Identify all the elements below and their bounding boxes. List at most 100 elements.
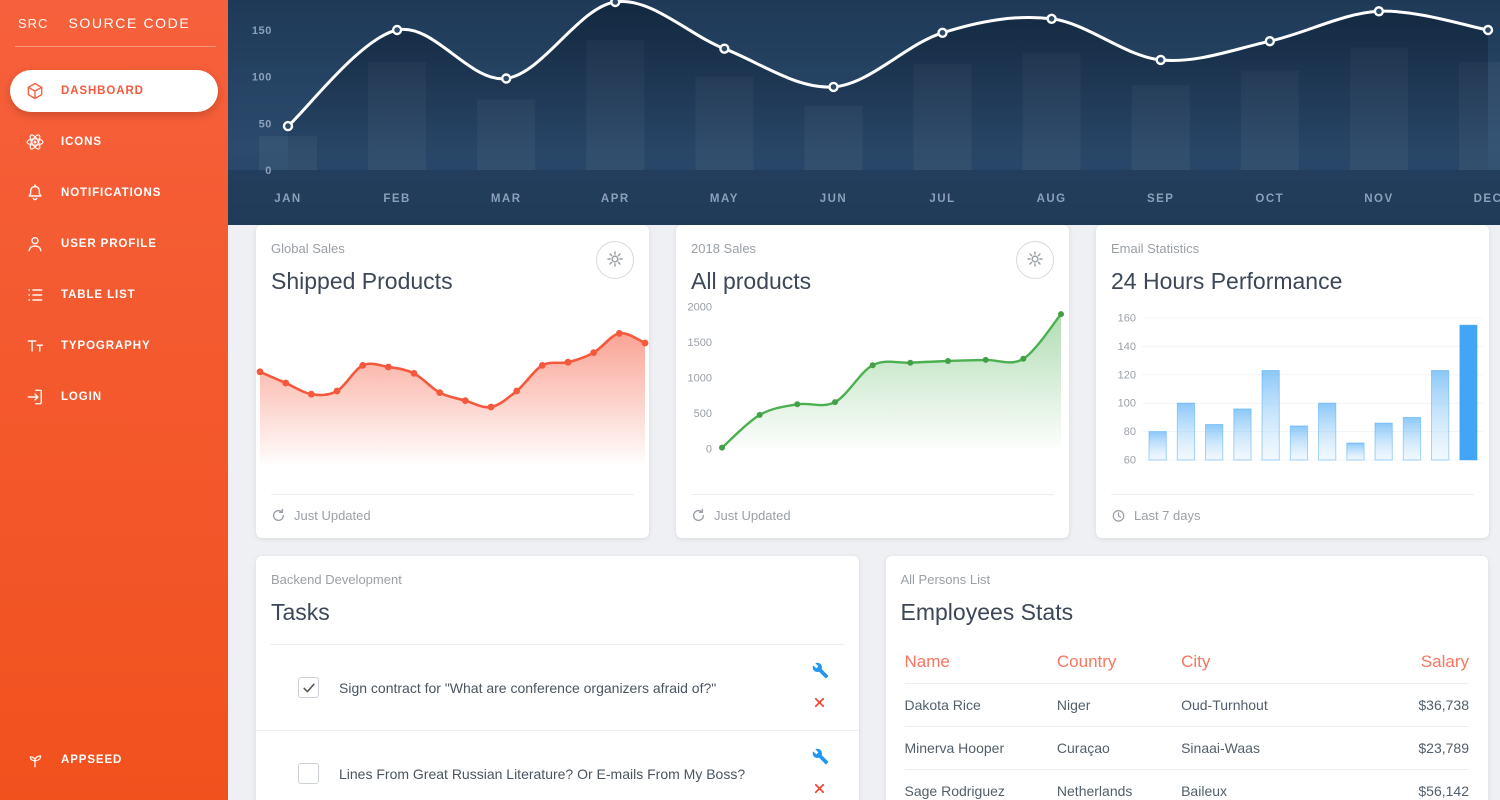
sidebar-item-label: ICONS — [61, 136, 102, 148]
task-checkbox[interactable] — [298, 677, 319, 698]
atom-icon — [25, 132, 45, 152]
card-head: Backend Development Tasks — [256, 556, 859, 630]
card-titles: Email Statistics 24 Hours Performance — [1111, 241, 1342, 295]
sidebar-item-typography[interactable]: TYPOGRAPHY — [10, 325, 218, 367]
task-row: Lines From Great Russian Literature? Or … — [256, 731, 859, 800]
card-settings-button[interactable] — [1016, 241, 1054, 279]
sidebar-item-label: TYPOGRAPHY — [61, 340, 151, 352]
table-cell: Minerva Hooper — [904, 726, 1057, 770]
card-subtitle: Global Sales — [271, 241, 345, 256]
table-row[interactable]: Dakota Rice Niger Oud-Turnhout $36,738 — [904, 683, 1469, 727]
svg-text:FEB: FEB — [383, 193, 411, 205]
card-footer-text: Last 7 days — [1134, 508, 1201, 523]
bell-icon — [25, 183, 45, 203]
brand-title[interactable]: SOURCE CODE — [68, 15, 191, 31]
table-cell: Baileux — [1181, 769, 1351, 800]
svg-text:50: 50 — [259, 118, 272, 130]
svg-text:2000: 2000 — [688, 302, 712, 314]
sidebar-item-user-profile[interactable]: USER PROFILE — [10, 223, 218, 265]
sidebar-item-dashboard[interactable]: DASHBOARD — [10, 70, 218, 112]
task-checkbox[interactable] — [298, 763, 319, 784]
yearly-sales-chart: 0 50 100 150 JAN FEB MAR APR MAY JUN JUL AUG SEP OCT N… — [228, 0, 1500, 225]
svg-text:0: 0 — [265, 165, 272, 177]
svg-text:120: 120 — [1118, 369, 1136, 381]
card-tasks: Backend Development Tasks Sign contract … — [256, 556, 859, 800]
clock-icon — [1111, 508, 1126, 523]
svg-text:MAR: MAR — [491, 193, 522, 205]
login-icon — [25, 387, 45, 407]
list-icon — [25, 285, 45, 305]
brand: SRC SOURCE CODE — [0, 0, 228, 47]
sidebar-item-table-list[interactable]: TABLE LIST — [10, 274, 218, 316]
table-cell: Dakota Rice — [904, 683, 1057, 727]
close-icon — [812, 781, 827, 799]
sidebar-item-login[interactable]: LOGIN — [10, 376, 218, 418]
card-hours-performance: Email Statistics 24 Hours Performance 60… — [1096, 225, 1489, 538]
sidebar-footer: APPSEED — [0, 730, 228, 800]
main-content: 0 50 100 150 JAN FEB MAR APR MAY JUN JUL AUG SEP OCT N… — [228, 0, 1500, 800]
svg-text:500: 500 — [694, 408, 712, 420]
card-settings-button[interactable] — [596, 241, 634, 279]
shipped-products-chart-area — [256, 299, 649, 494]
card-title: Tasks — [271, 599, 330, 625]
svg-text:100: 100 — [252, 72, 272, 84]
card-title: Employees Stats — [900, 599, 1074, 625]
hours-performance-chart-area: 60 80 100 120 140 160 — [1096, 299, 1489, 494]
sidebar-item-icons[interactable]: ICONS — [10, 121, 218, 163]
svg-text:NOV: NOV — [1364, 193, 1393, 205]
shipped-products-chart — [256, 330, 649, 474]
table-cell: Curaçao — [1056, 726, 1182, 770]
table-row[interactable]: Minerva Hooper Curaçao Sinaai-Waas $23,789 — [904, 726, 1469, 770]
svg-text:JUL: JUL — [929, 193, 955, 205]
sidebar-nav: DASHBOARD ICONS NOTIFICATIONS USER PROFI… — [0, 47, 228, 730]
card-subtitle: 2018 Sales — [691, 241, 757, 256]
refresh-icon — [271, 508, 286, 523]
task-list: Sign contract for "What are conference o… — [256, 645, 859, 800]
dashboard-icon — [25, 81, 45, 101]
sidebar-item-label: APPSEED — [61, 754, 123, 766]
card-footer-text: Just Updated — [714, 508, 791, 523]
svg-text:JAN: JAN — [274, 193, 302, 205]
table-cell: Sage Rodriguez — [904, 769, 1057, 800]
card-head: Email Statistics 24 Hours Performance — [1096, 225, 1489, 299]
card-footer: Just Updated — [691, 494, 1054, 538]
sidebar-item-label: NOTIFICATIONS — [61, 187, 162, 199]
sidebar-item-label: LOGIN — [61, 391, 102, 403]
svg-text:MAY: MAY — [710, 193, 739, 205]
brand-mini[interactable]: SRC — [18, 15, 49, 31]
svg-text:1500: 1500 — [688, 337, 712, 349]
edit-task-button[interactable] — [810, 660, 831, 684]
svg-text:APR: APR — [601, 193, 630, 205]
card-footer: Last 7 days — [1111, 494, 1474, 538]
close-icon — [812, 695, 827, 713]
card-footer: Just Updated — [271, 494, 634, 538]
table-cell: Oud-Turnhout — [1181, 683, 1351, 727]
hours-performance-chart: 60 80 100 120 140 160 — [1118, 313, 1483, 467]
remove-task-button[interactable] — [810, 779, 831, 800]
card-titles: Global Sales Shipped Products — [271, 241, 453, 295]
column-header-name: Name — [904, 652, 950, 671]
card-subtitle: Email Statistics — [1111, 241, 1200, 256]
task-text: Sign contract for "What are conference o… — [339, 679, 717, 696]
all-products-chart-area: 0 500 1000 1500 2000 — [676, 299, 1069, 494]
svg-text:0: 0 — [706, 444, 712, 456]
card-head: Global Sales Shipped Products — [256, 225, 649, 299]
user-icon — [25, 234, 45, 254]
column-header-city: City — [1181, 652, 1211, 671]
svg-text:1000: 1000 — [688, 373, 712, 385]
table-cell: $36,738 — [1350, 683, 1469, 727]
sidebar-item-appseed[interactable]: APPSEED — [10, 739, 218, 781]
table-row[interactable]: Sage Rodriguez Netherlands Baileux $56,142 — [904, 769, 1469, 800]
edit-task-button[interactable] — [810, 746, 831, 770]
svg-text:140: 140 — [1118, 341, 1136, 353]
card-all-products: 2018 Sales All products 0 500 1000 1500 2000… — [676, 225, 1069, 538]
sidebar-item-notifications[interactable]: NOTIFICATIONS — [10, 172, 218, 214]
svg-text:160: 160 — [1118, 313, 1136, 325]
svg-text:SEP: SEP — [1147, 193, 1175, 205]
table-header-row: Name Country City Salary — [905, 636, 1470, 684]
sidebar-item-label: USER PROFILE — [61, 238, 157, 250]
card-titles: 2018 Sales All products — [691, 241, 811, 295]
all-products-chart: 0 500 1000 1500 2000 — [688, 302, 1064, 456]
remove-task-button[interactable] — [810, 693, 831, 715]
